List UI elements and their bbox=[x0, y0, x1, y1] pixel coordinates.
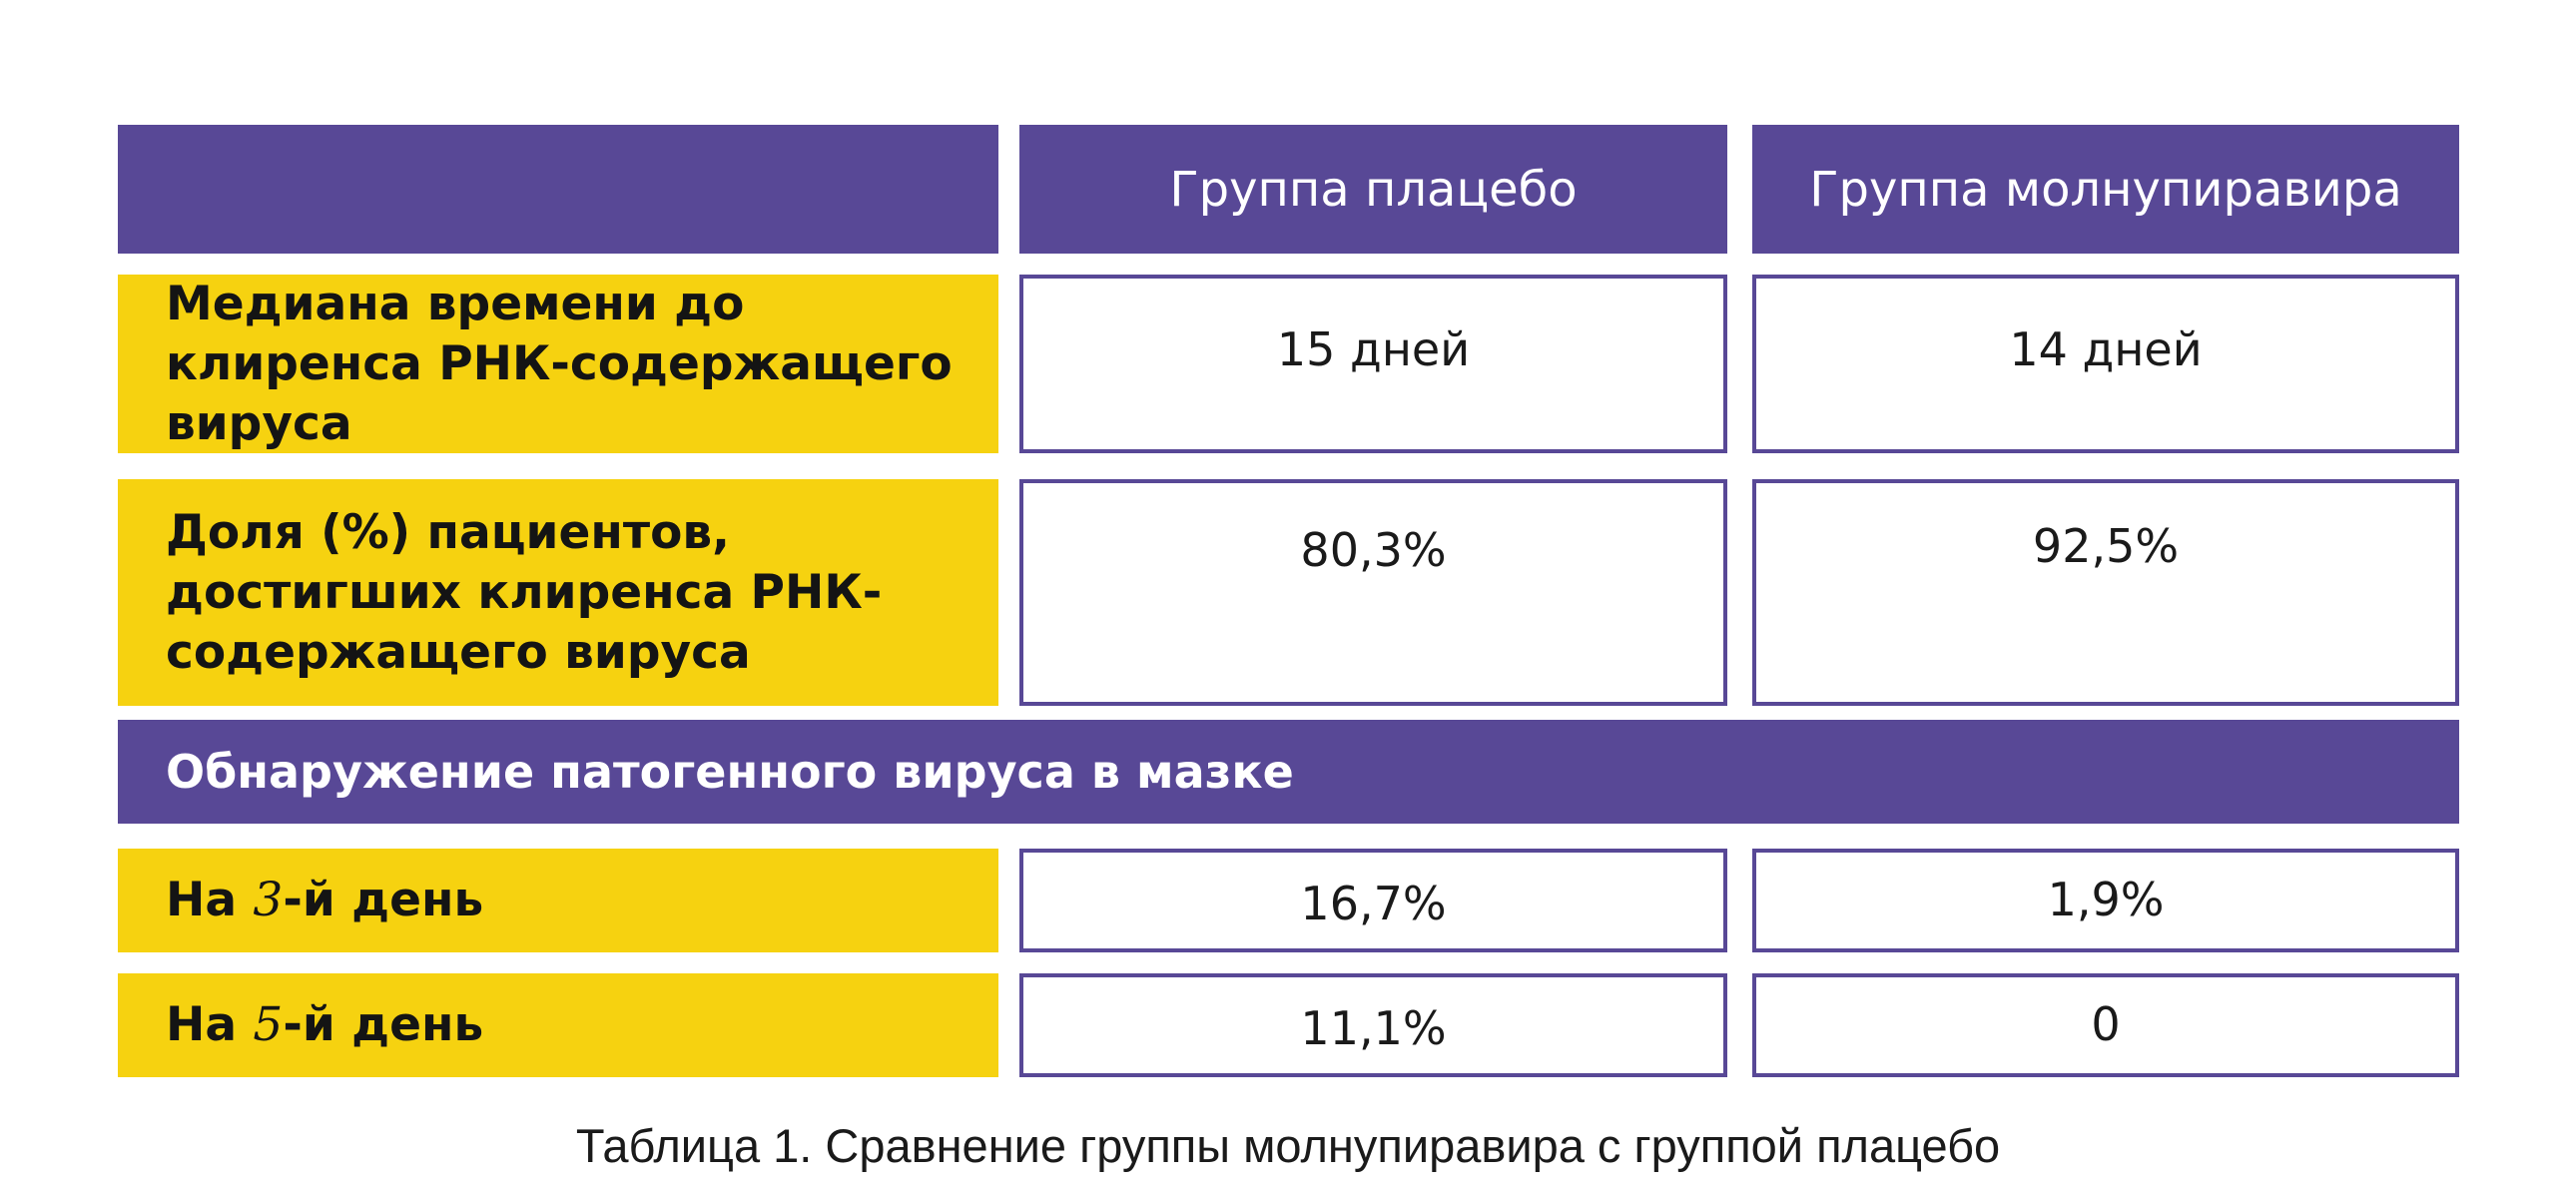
row-label-prefix: На bbox=[166, 997, 254, 1052]
value-text: 0 bbox=[2091, 997, 2121, 1051]
row-label-text: Медиана времени до клиренса РНК-содержащ… bbox=[166, 276, 953, 451]
value-molnupiravir-share: 92,5% bbox=[1752, 479, 2459, 706]
value-text: 92,5% bbox=[2032, 519, 2180, 573]
row-label-median-clearance: Медиана времени до клиренса РНК-содержащ… bbox=[118, 275, 998, 453]
value-text: 11,1% bbox=[1300, 1001, 1447, 1055]
value-text: 16,7% bbox=[1300, 877, 1447, 930]
header-molnupiravir: Группа молнупиравира bbox=[1752, 125, 2459, 254]
value-placebo-median: 15 дней bbox=[1019, 275, 1727, 453]
row-label-text: Доля (%) пациентов, достигших клиренса Р… bbox=[166, 504, 883, 680]
row-label-day-number: 5 bbox=[253, 997, 284, 1052]
row-label-suffix: -й день bbox=[283, 873, 484, 927]
value-molnupiravir-median: 14 дней bbox=[1752, 275, 2459, 453]
value-text: 1,9% bbox=[2047, 873, 2165, 926]
value-molnupiravir-day-5: 0 bbox=[1752, 973, 2459, 1077]
value-placebo-day-5: 11,1% bbox=[1019, 973, 1727, 1077]
table-caption: Таблица 1. Сравнение группы молнупиравир… bbox=[575, 1119, 2001, 1172]
value-placebo-share: 80,3% bbox=[1019, 479, 1727, 706]
value-placebo-day-3: 16,7% bbox=[1019, 849, 1727, 952]
section-bar-swab-detection: Обнаружение патогенного вируса в мазке bbox=[118, 720, 2459, 824]
row-label-day-5: На 5 -й день bbox=[118, 973, 998, 1077]
row-label-clearance-share: Доля (%) пациентов, достигших клиренса Р… bbox=[118, 479, 998, 706]
row-label-suffix: -й день bbox=[283, 997, 484, 1052]
header-placebo: Группа плацебо bbox=[1019, 125, 1727, 254]
row-label-day-number: 3 bbox=[253, 873, 284, 927]
value-text: 80,3% bbox=[1300, 523, 1447, 577]
value-molnupiravir-day-3: 1,9% bbox=[1752, 849, 2459, 952]
value-text: 14 дней bbox=[2009, 322, 2203, 376]
value-text: 15 дней bbox=[1276, 322, 1471, 376]
row-label-prefix: На bbox=[166, 873, 254, 927]
header-empty-cell bbox=[118, 125, 998, 254]
row-label-day-3: На 3 -й день bbox=[118, 849, 998, 952]
